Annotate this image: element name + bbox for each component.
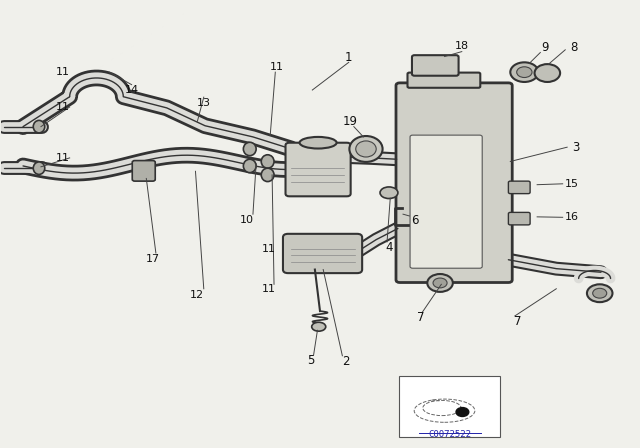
FancyBboxPatch shape [508, 212, 530, 225]
Text: 6: 6 [411, 215, 419, 228]
Text: 2: 2 [342, 355, 349, 368]
Text: 4: 4 [385, 241, 393, 254]
Ellipse shape [312, 322, 326, 331]
Text: C0072522: C0072522 [428, 430, 471, 439]
Bar [399, 376, 500, 438]
Ellipse shape [380, 187, 398, 198]
Text: 9: 9 [541, 41, 548, 54]
Text: 11: 11 [56, 102, 70, 112]
Text: 13: 13 [196, 98, 211, 108]
Ellipse shape [356, 141, 376, 157]
FancyBboxPatch shape [396, 83, 512, 283]
Ellipse shape [261, 168, 274, 181]
Text: 18: 18 [454, 41, 469, 51]
Circle shape [456, 408, 468, 417]
FancyBboxPatch shape [285, 143, 351, 196]
Text: 3: 3 [572, 141, 579, 154]
Circle shape [587, 284, 612, 302]
Text: 19: 19 [342, 115, 358, 128]
Circle shape [428, 274, 453, 292]
FancyBboxPatch shape [132, 160, 156, 181]
Circle shape [510, 62, 538, 82]
Text: 12: 12 [190, 289, 204, 300]
Text: 7: 7 [417, 311, 424, 324]
Circle shape [593, 289, 607, 298]
FancyBboxPatch shape [508, 181, 530, 194]
Text: 11: 11 [56, 153, 70, 163]
Text: 14: 14 [125, 85, 139, 95]
Ellipse shape [243, 142, 256, 155]
Ellipse shape [33, 121, 45, 133]
Text: 15: 15 [565, 179, 579, 189]
Text: 11: 11 [269, 62, 284, 72]
Ellipse shape [33, 162, 45, 174]
FancyBboxPatch shape [408, 73, 480, 88]
Text: 5: 5 [307, 354, 314, 367]
Text: 11: 11 [262, 284, 276, 294]
Text: 10: 10 [239, 215, 253, 224]
FancyBboxPatch shape [410, 135, 482, 268]
Ellipse shape [349, 136, 383, 162]
Text: 1: 1 [345, 52, 353, 65]
FancyBboxPatch shape [283, 234, 362, 273]
Text: 11: 11 [262, 244, 276, 254]
Ellipse shape [243, 159, 256, 172]
Circle shape [433, 278, 447, 288]
Text: 7: 7 [514, 315, 522, 328]
Text: 17: 17 [146, 254, 160, 264]
Circle shape [534, 64, 560, 82]
Ellipse shape [261, 155, 274, 168]
Text: 16: 16 [565, 212, 579, 222]
Text: 11: 11 [56, 67, 70, 77]
Circle shape [516, 67, 532, 78]
FancyBboxPatch shape [412, 55, 459, 76]
Ellipse shape [300, 137, 337, 149]
Text: 8: 8 [570, 41, 578, 54]
